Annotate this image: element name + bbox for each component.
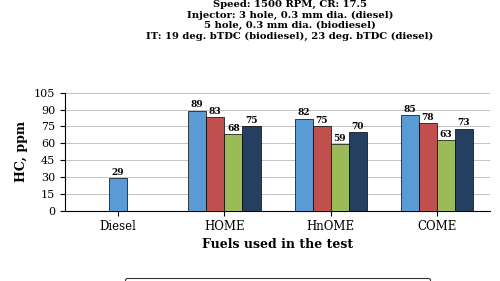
Bar bbox=[330, 144, 348, 211]
Text: 63: 63 bbox=[440, 130, 452, 139]
Text: 73: 73 bbox=[458, 118, 470, 127]
Text: 85: 85 bbox=[404, 105, 416, 114]
Text: 75: 75 bbox=[245, 116, 258, 125]
X-axis label: Fuels used in the test: Fuels used in the test bbox=[202, 238, 353, 251]
Bar bbox=[109, 178, 127, 211]
Text: 75: 75 bbox=[316, 116, 328, 125]
Bar bbox=[312, 126, 330, 211]
Bar bbox=[242, 126, 260, 211]
Text: 29: 29 bbox=[112, 168, 124, 177]
Bar bbox=[348, 132, 367, 211]
Legend: 205 bar, 220 bar, 230 bar, 240 bar: 205 bar, 220 bar, 230 bar, 240 bar bbox=[124, 278, 430, 281]
Bar bbox=[455, 129, 473, 211]
Text: 78: 78 bbox=[422, 113, 434, 122]
Y-axis label: HC, ppm: HC, ppm bbox=[16, 121, 28, 182]
Bar bbox=[224, 134, 242, 211]
Text: 59: 59 bbox=[334, 134, 346, 143]
Bar bbox=[401, 115, 419, 211]
Text: 83: 83 bbox=[209, 107, 222, 116]
Text: 82: 82 bbox=[297, 108, 310, 117]
Bar bbox=[419, 123, 437, 211]
Text: 89: 89 bbox=[191, 100, 203, 109]
Text: 68: 68 bbox=[227, 124, 240, 133]
Bar bbox=[206, 117, 224, 211]
Text: 70: 70 bbox=[352, 122, 364, 131]
Bar bbox=[188, 111, 206, 211]
Text: Speed: 1500 RPM, CR: 17.5
Injector: 3 hole, 0.3 mm dia. (diesel)
5 hole, 0.3 mm : Speed: 1500 RPM, CR: 17.5 Injector: 3 ho… bbox=[146, 0, 434, 41]
Bar bbox=[437, 140, 455, 211]
Bar bbox=[294, 119, 312, 211]
